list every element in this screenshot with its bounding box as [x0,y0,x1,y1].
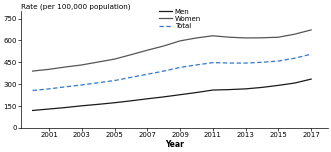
Legend: Men, Women, Total: Men, Women, Total [160,9,201,29]
Text: Rate (per 100,000 population): Rate (per 100,000 population) [21,3,131,10]
X-axis label: Year: Year [165,140,184,149]
